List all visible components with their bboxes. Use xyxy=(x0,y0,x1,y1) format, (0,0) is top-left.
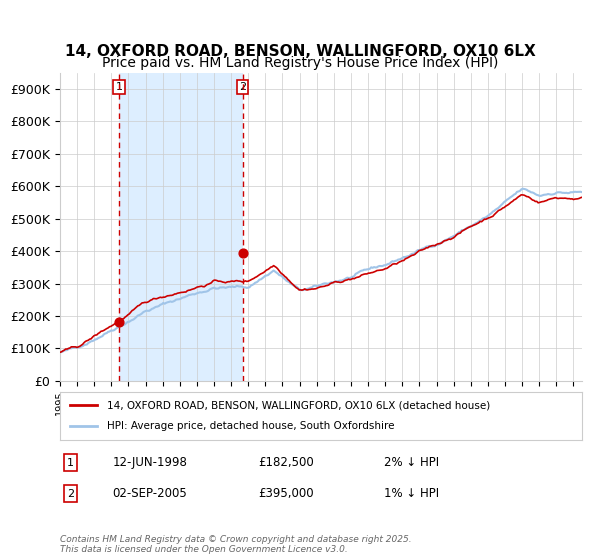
Text: 2: 2 xyxy=(239,82,246,92)
Text: 2% ↓ HPI: 2% ↓ HPI xyxy=(383,456,439,469)
Bar xyxy=(119,73,242,381)
Text: 02-SEP-2005: 02-SEP-2005 xyxy=(112,487,187,500)
Text: 1: 1 xyxy=(67,458,74,468)
Text: 12-JUN-1998: 12-JUN-1998 xyxy=(112,456,187,469)
Point xyxy=(238,248,247,257)
Text: £395,000: £395,000 xyxy=(259,487,314,500)
Text: 14, OXFORD ROAD, BENSON, WALLINGFORD, OX10 6LX (detached house): 14, OXFORD ROAD, BENSON, WALLINGFORD, OX… xyxy=(107,400,490,410)
Point xyxy=(114,317,124,326)
Text: 1: 1 xyxy=(116,82,122,92)
Text: £182,500: £182,500 xyxy=(259,456,314,469)
Text: Contains HM Land Registry data © Crown copyright and database right 2025.
This d: Contains HM Land Registry data © Crown c… xyxy=(60,535,412,554)
Text: Price paid vs. HM Land Registry's House Price Index (HPI): Price paid vs. HM Land Registry's House … xyxy=(102,56,498,70)
Text: 14, OXFORD ROAD, BENSON, WALLINGFORD, OX10 6LX: 14, OXFORD ROAD, BENSON, WALLINGFORD, OX… xyxy=(65,44,535,59)
Text: 2: 2 xyxy=(67,489,74,499)
Text: HPI: Average price, detached house, South Oxfordshire: HPI: Average price, detached house, Sout… xyxy=(107,421,394,431)
Text: 1% ↓ HPI: 1% ↓ HPI xyxy=(383,487,439,500)
